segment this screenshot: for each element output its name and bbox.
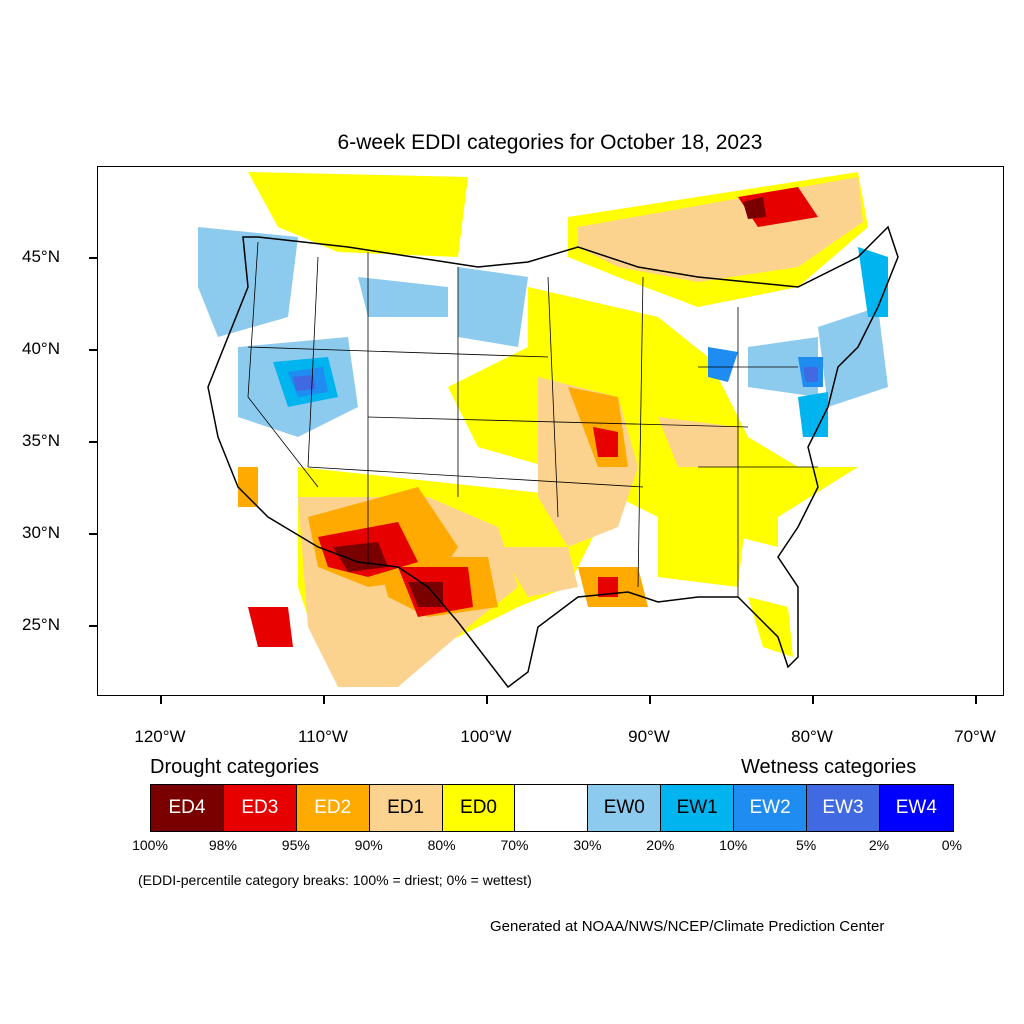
map-title: 6-week EDDI categories for October 18, 2…	[337, 131, 763, 154]
ew3-regions	[293, 367, 818, 391]
legend-swatch-ew4: EW4	[879, 785, 953, 831]
legend-swatch-ed4: ED4	[151, 785, 224, 831]
lon-tick-label: 100°W	[460, 727, 512, 746]
percentile-label: 80%	[427, 837, 456, 853]
legend-swatch-ed3: ED3	[223, 785, 297, 831]
lat-tick-label: 30°N	[22, 523, 60, 542]
percentile-label: 0%	[941, 837, 962, 853]
lon-tick-label: 80°W	[791, 727, 833, 746]
lon-tick-label: 70°W	[954, 727, 996, 746]
lon-tick	[323, 696, 325, 704]
legend-swatch-ed1: ED1	[369, 785, 443, 831]
percentile-label: 95%	[281, 837, 310, 853]
wetness-categories-heading: Wetness categories	[741, 756, 917, 778]
lat-tick	[89, 257, 97, 259]
percentile-label: 98%	[208, 837, 237, 853]
percentile-label: 100%	[132, 837, 168, 853]
percentile-label: 5%	[795, 837, 817, 853]
lat-tick-label: 25°N	[22, 615, 60, 634]
lat-tick	[89, 533, 97, 535]
percentile-label: 10%	[719, 837, 748, 853]
lon-tick	[160, 696, 162, 704]
percentile-label: 20%	[646, 837, 675, 853]
percentile-label: 70%	[500, 837, 529, 853]
lat-tick	[89, 349, 97, 351]
legend-swatch-neutral	[515, 785, 589, 831]
map-panel	[97, 166, 1004, 696]
credit-line: Generated at NOAA/NWS/NCEP/Climate Predi…	[490, 918, 885, 935]
legend-swatch-ew0: EW0	[588, 785, 662, 831]
eddi-map	[198, 172, 899, 689]
legend-swatch-ew1: EW1	[661, 785, 735, 831]
lat-tick-label: 45°N	[22, 247, 60, 266]
legend-swatch-ed0: ED0	[442, 785, 516, 831]
state-lines	[247, 241, 818, 597]
lon-tick	[486, 696, 488, 704]
percentile-label: 90%	[354, 837, 383, 853]
conus-outline	[207, 225, 899, 689]
category-note: (EDDI-percentile category breaks: 100% =…	[138, 872, 532, 888]
lon-tick-label: 110°W	[298, 727, 348, 746]
lon-tick-label: 120°W	[134, 727, 186, 746]
legend-swatch-ew3: EW3	[807, 785, 880, 831]
category-legend: ED4 ED3 ED2 ED1 ED0 EW0 EW1 EW2 EW3 EW4	[150, 784, 954, 832]
lat-tick	[89, 625, 97, 627]
lat-tick	[89, 441, 97, 443]
percentile-label: 2%	[868, 837, 890, 853]
lat-tick-label: 40°N	[22, 339, 60, 358]
legend-swatch-ew2: EW2	[734, 785, 808, 831]
lon-tick	[812, 696, 814, 704]
legend-swatch-ed2: ED2	[296, 785, 370, 831]
lon-tick	[975, 696, 977, 704]
drought-categories-heading: Drought categories	[150, 756, 319, 778]
percentile-label: 30%	[573, 837, 602, 853]
lon-tick-label: 90°W	[628, 727, 670, 746]
lon-tick	[649, 696, 651, 704]
lat-tick-label: 35°N	[22, 431, 60, 450]
